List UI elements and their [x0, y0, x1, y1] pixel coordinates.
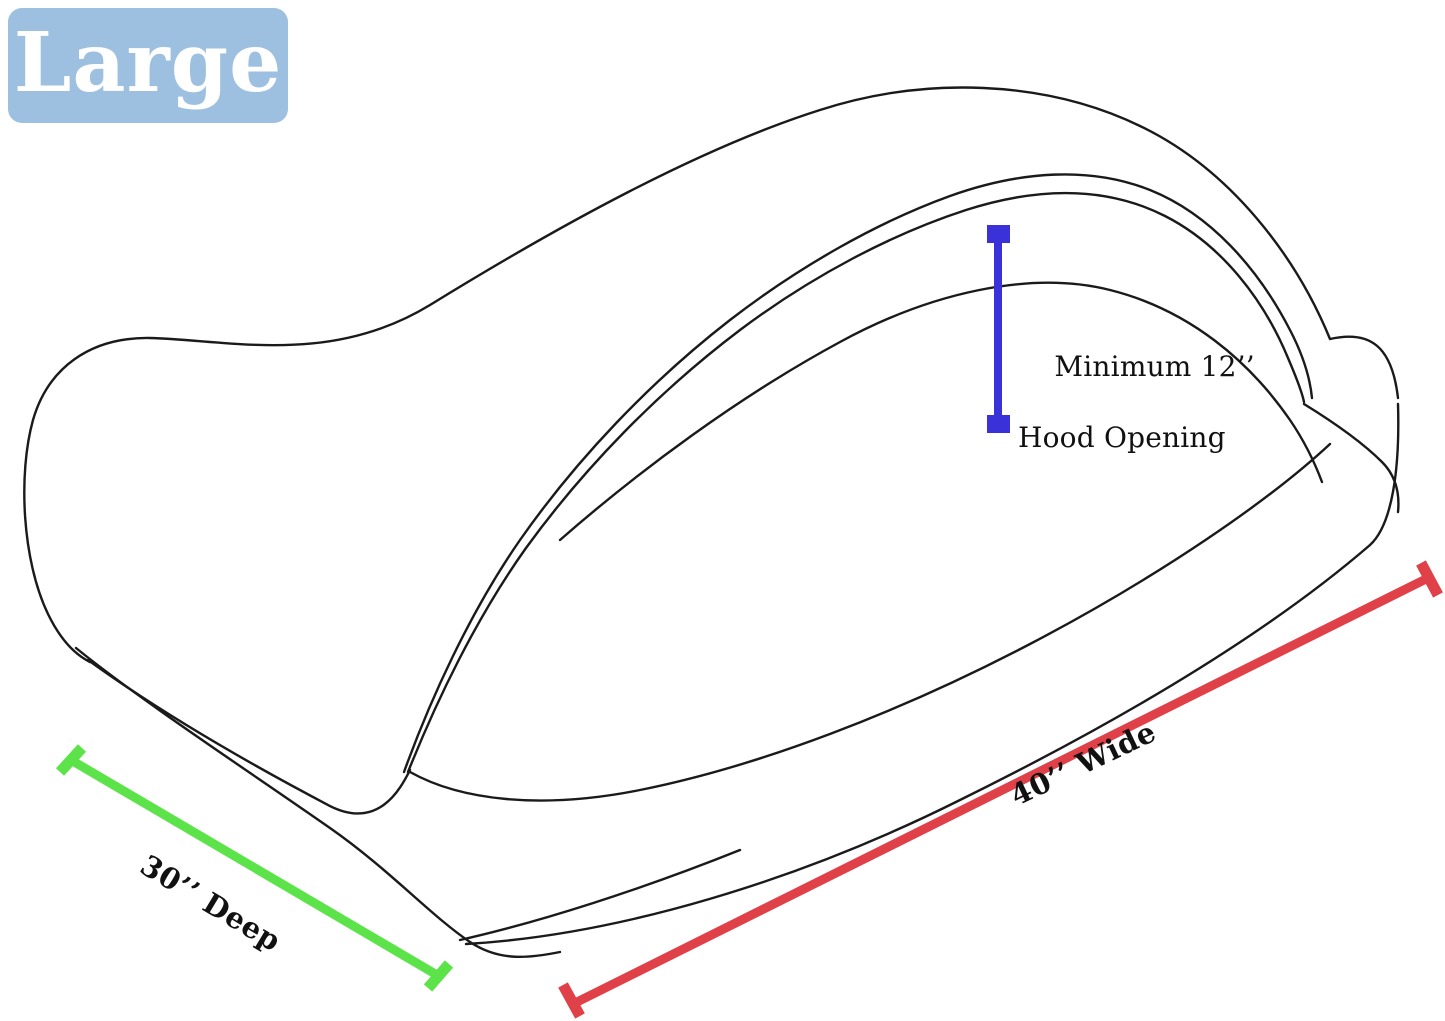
- cargo-box-outline: [23, 86, 1400, 959]
- depth-left-endcap: [55, 744, 87, 776]
- hood-opening-bottom-endcap: [987, 415, 1010, 433]
- width-left-endcap: [558, 982, 585, 1019]
- box-bottom-left-edge: [74, 646, 562, 959]
- width-line: [572, 573, 1431, 1008]
- size-badge: Large: [8, 8, 288, 123]
- hood-opening-dimension-line: [987, 225, 1010, 433]
- hood-opening-label: Minimum 12’’ Hood Opening: [1018, 313, 1255, 528]
- box-interior-rear-edge: [408, 442, 1332, 802]
- depth-line: [68, 756, 440, 979]
- depth-dimension-line: [55, 744, 454, 992]
- box-front-left-crease: [402, 173, 1314, 774]
- width-dimension-line: [558, 560, 1443, 1019]
- box-rear-lower-edge: [86, 658, 412, 815]
- hood-opening-label-line1: Minimum 12’’: [1054, 349, 1255, 383]
- width-right-endcap: [1416, 560, 1443, 598]
- size-badge-label: Large: [13, 14, 283, 111]
- box-bottom-front-edge: [464, 402, 1400, 946]
- hood-opening-label-line2: Hood Opening: [1018, 421, 1226, 455]
- hood-opening-top-endcap: [987, 225, 1010, 243]
- box-lid-lip-crease: [406, 191, 1306, 774]
- box-lid-top-seam: [558, 281, 1324, 542]
- box-body-silhouette: [23, 86, 1400, 664]
- box-right-shoulder: [1302, 402, 1400, 514]
- box-lower-rear-skirt: [458, 848, 742, 942]
- depth-right-endcap: [423, 960, 454, 992]
